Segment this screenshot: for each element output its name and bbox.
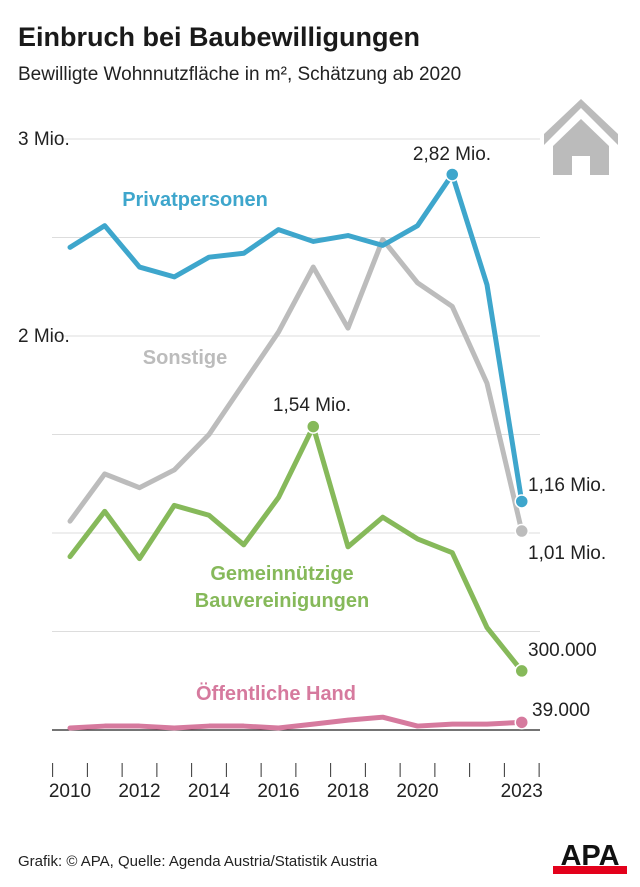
annotated-point [306, 419, 321, 434]
x-tick-label: 2023 [501, 781, 543, 802]
annotated-point [514, 523, 529, 539]
series-line-3 [67, 714, 525, 731]
x-tick-label: 2018 [327, 781, 369, 802]
annotated-point [445, 167, 460, 182]
data-label: 1,01 Mio. [528, 543, 606, 564]
series-label: Öffentliche Hand [196, 682, 356, 705]
y-tick-label: 3 Mio. [18, 129, 70, 150]
data-label: 300.000 [528, 640, 597, 661]
chart-title: Einbruch bei Baubewilligungen [18, 22, 421, 52]
x-tick-label: 2016 [257, 781, 299, 802]
annotated-point [514, 715, 529, 730]
series-label: Gemeinnützige [210, 563, 353, 585]
annotated-point [514, 663, 529, 679]
series-line-0 [67, 171, 525, 504]
x-tick-label: 2020 [396, 781, 438, 802]
data-label: 2,82 Mio. [413, 144, 491, 165]
data-label: 1,16 Mio. [528, 475, 606, 496]
series-label: Privatpersonen [122, 189, 268, 211]
series-label: Sonstige [143, 347, 227, 369]
data-label: 39.000 [532, 700, 590, 721]
y-tick-label: 2 Mio. [18, 326, 70, 347]
source-note: Grafik: © APA, Quelle: Agenda Austria/St… [18, 853, 378, 870]
chart-subtitle: Bewilligte Wohnnutzfläche in m², Schätzu… [18, 64, 462, 85]
series-label: Bauvereinigungen [195, 590, 369, 612]
apa-logo: APA [553, 840, 627, 874]
annotated-point [514, 494, 529, 509]
data-label: 1,54 Mio. [273, 395, 351, 416]
x-tick-label: 2010 [49, 781, 91, 802]
x-tick-label: 2014 [188, 781, 231, 802]
house-icon [544, 99, 618, 175]
series-line-1 [67, 236, 525, 534]
x-tick-label: 2012 [118, 781, 160, 802]
series-line-2 [67, 424, 525, 674]
